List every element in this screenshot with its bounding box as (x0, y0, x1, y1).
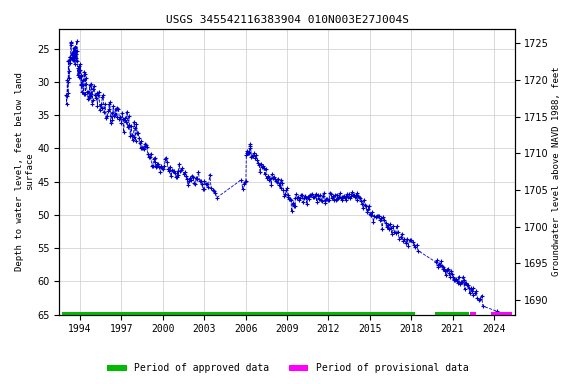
Y-axis label: Depth to water level, feet below land
surface: Depth to water level, feet below land su… (15, 72, 35, 271)
Y-axis label: Groundwater level above NAVD 1988, feet: Groundwater level above NAVD 1988, feet (552, 67, 561, 276)
Title: USGS 345542116383904 010N003E27J004S: USGS 345542116383904 010N003E27J004S (165, 15, 408, 25)
Legend: Period of approved data, Period of provisional data: Period of approved data, Period of provi… (103, 359, 473, 377)
